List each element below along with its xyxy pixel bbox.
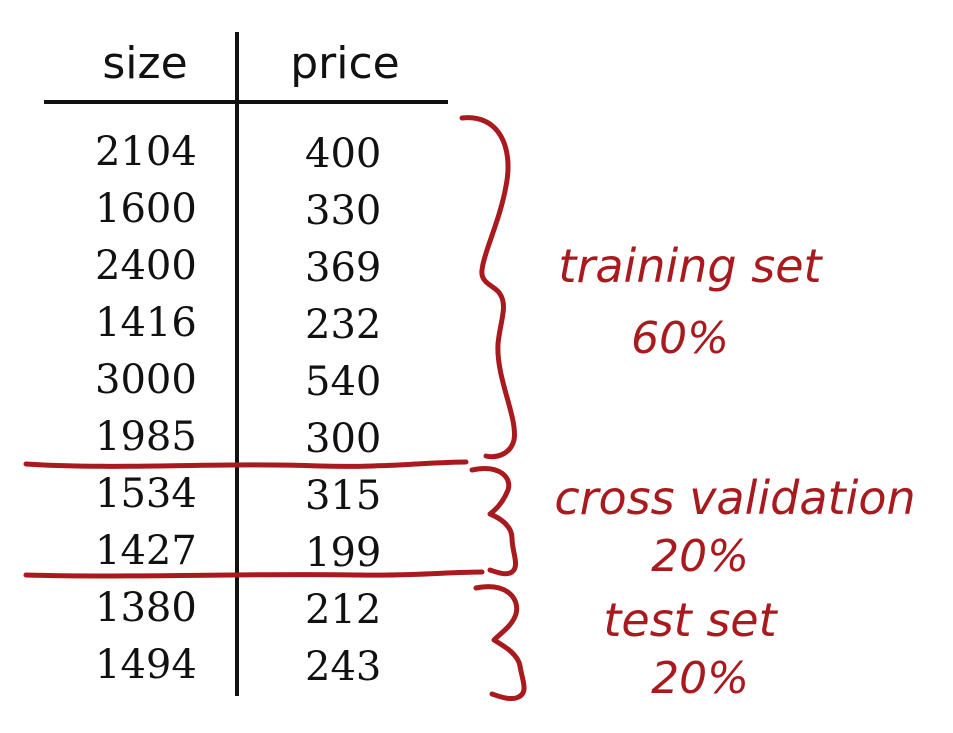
cell-size-row-9: 1380 [95,585,197,631]
cell-price-row-5: 540 [305,359,382,405]
header-size: size [102,38,188,89]
training-set-percent: 60% [631,313,729,364]
cross-validation-label: cross validation [554,471,916,525]
split-line-cv-test [23,569,485,579]
split-line-training-cv [23,459,469,469]
cross-validation-percent: 20% [651,531,749,582]
cell-size-row-5: 3000 [95,357,197,403]
brace-test [473,584,527,701]
cell-price-row-4: 232 [305,302,382,348]
cell-size-row-1: 2104 [95,129,197,175]
cell-size-row-2: 1600 [95,186,197,232]
cell-size-row-6: 1985 [95,414,197,460]
cell-price-row-9: 212 [305,587,382,633]
cell-price-row-3: 369 [305,245,382,291]
test-set-percent: 20% [651,653,749,704]
cell-size-row-3: 2400 [95,243,197,289]
cell-size-row-8: 1427 [95,528,197,574]
brace-cross-validation [469,466,519,577]
test-set-label: test set [603,593,777,647]
cell-size-row-4: 1416 [95,300,197,346]
cell-price-row-7: 315 [305,473,382,519]
brace-training [459,115,517,460]
cell-price-row-6: 300 [305,416,382,462]
header-price: price [290,38,400,89]
training-set-label: training set [558,239,822,293]
cell-size-row-10: 1494 [95,642,197,688]
cell-price-row-10: 243 [305,644,382,690]
cell-price-row-8: 199 [305,530,382,576]
cell-size-row-7: 1534 [95,471,197,517]
cell-price-row-2: 330 [305,188,382,234]
cell-price-row-1: 400 [305,131,382,177]
